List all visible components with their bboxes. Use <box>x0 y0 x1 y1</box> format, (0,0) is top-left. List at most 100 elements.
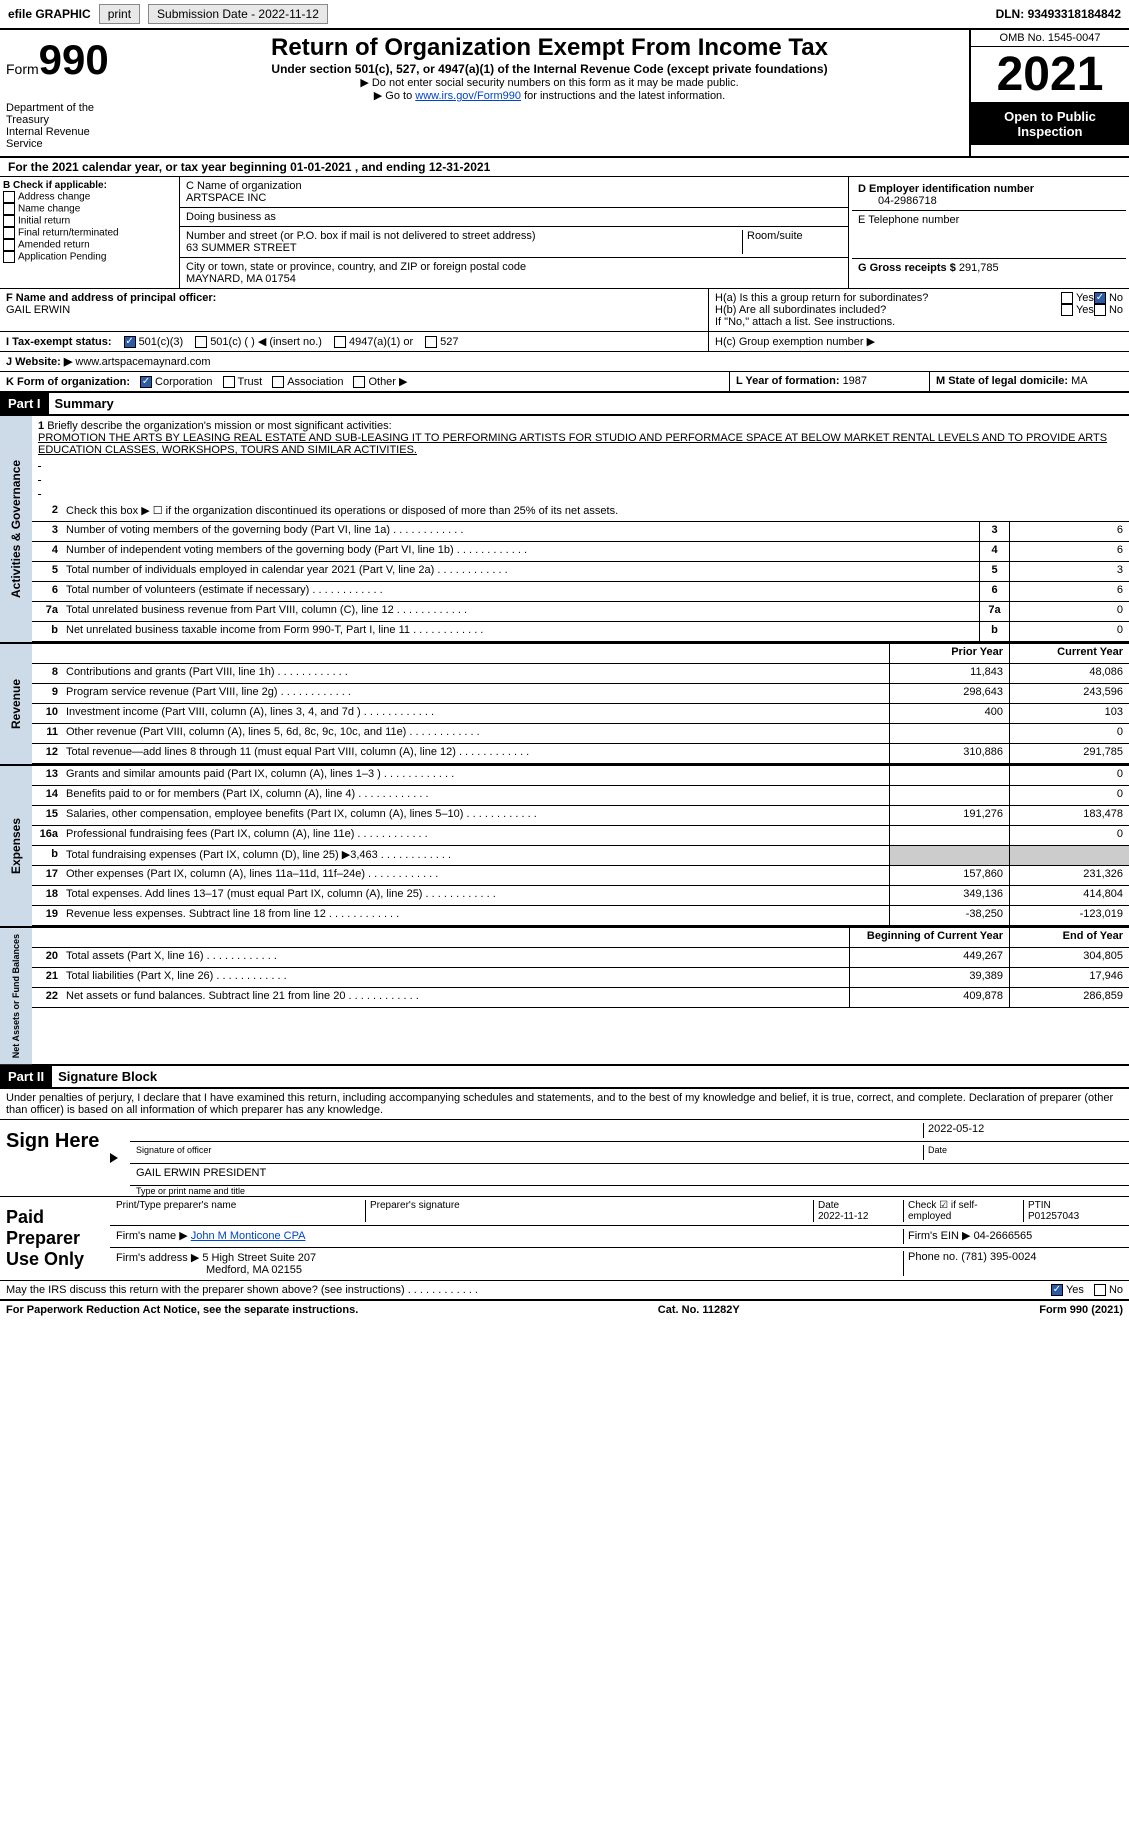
header-right: OMB No. 1545-0047 2021 Open to Public In… <box>969 30 1129 156</box>
telephone-cell: E Telephone number <box>852 211 1126 259</box>
street-cell: Number and street (or P.O. box if mail i… <box>180 227 848 258</box>
signature-section: Under penalties of perjury, I declare th… <box>0 1089 1129 1301</box>
expenses-section: Expenses 13 Grants and similar amounts p… <box>0 766 1129 928</box>
instruction-1: ▶ Do not enter social security numbers o… <box>134 76 965 89</box>
summary-line: 8 Contributions and grants (Part VIII, l… <box>32 664 1129 684</box>
irs-yes-checkbox[interactable]: ✓ <box>1051 1284 1063 1296</box>
hb-no-checkbox[interactable] <box>1094 304 1106 316</box>
ha-yes-checkbox[interactable] <box>1061 292 1073 304</box>
box-deg: D Employer identification number 04-2986… <box>849 177 1129 288</box>
print-button[interactable]: print <box>99 4 140 24</box>
row-fh: F Name and address of principal officer:… <box>0 289 1129 332</box>
part2-header: Part II Signature Block <box>0 1066 1129 1089</box>
box-b: B Check if applicable: Address change Na… <box>0 177 180 288</box>
other-checkbox[interactable] <box>353 376 365 388</box>
firm-name-link[interactable]: John M Monticone CPA <box>191 1230 306 1242</box>
department-label: Department of the Treasury Internal Reve… <box>6 102 124 150</box>
top-bar: efile GRAPHIC print Submission Date - 20… <box>0 0 1129 30</box>
revenue-section: Revenue Prior Year Current Year 8 Contri… <box>0 644 1129 766</box>
period-row: For the 2021 calendar year, or tax year … <box>0 158 1129 177</box>
mission-text: PROMOTION THE ARTS BY LEASING REAL ESTAT… <box>38 432 1123 456</box>
summary-line: 15 Salaries, other compensation, employe… <box>32 806 1129 826</box>
part1-header: Part I Summary <box>0 393 1129 416</box>
dln: DLN: 93493318184842 <box>996 7 1121 21</box>
summary-line: 20 Total assets (Part X, line 16) 449,26… <box>32 948 1129 968</box>
summary-line: 6 Total number of volunteers (estimate i… <box>32 582 1129 602</box>
summary-line: 12 Total revenue—add lines 8 through 11 … <box>32 744 1129 764</box>
summary-line: 4 Number of independent voting members o… <box>32 542 1129 562</box>
summary-line: b Net unrelated business taxable income … <box>32 622 1129 642</box>
summary-line: 22 Net assets or fund balances. Subtract… <box>32 988 1129 1008</box>
signature-field <box>136 1123 923 1138</box>
paid-preparer-label: Paid Preparer Use Only <box>0 1197 110 1280</box>
sig-date: 2022-05-12 <box>923 1123 1123 1138</box>
assoc-checkbox[interactable] <box>272 376 284 388</box>
org-name-cell: C Name of organization ARTSPACE INC <box>180 177 848 208</box>
vtab-net-assets: Net Assets or Fund Balances <box>0 928 32 1064</box>
row-j: J Website: ▶ www.artspacemaynard.com <box>0 352 1129 372</box>
501c3-checkbox[interactable]: ✓ <box>124 336 136 348</box>
summary-line: 17 Other expenses (Part IX, column (A), … <box>32 866 1129 886</box>
final-return-checkbox[interactable] <box>3 227 15 239</box>
box-c: C Name of organization ARTSPACE INC Doin… <box>180 177 849 288</box>
summary-line: 7a Total unrelated business revenue from… <box>32 602 1129 622</box>
header-center: Return of Organization Exempt From Incom… <box>130 30 969 156</box>
trust-checkbox[interactable] <box>223 376 235 388</box>
vtab-revenue: Revenue <box>0 644 32 764</box>
activities-governance-section: Activities & Governance 1 Briefly descri… <box>0 416 1129 644</box>
527-checkbox[interactable] <box>425 336 437 348</box>
officer-name: GAIL ERWIN PRESIDENT <box>136 1167 266 1182</box>
4947-checkbox[interactable] <box>334 336 346 348</box>
form-subtitle: Under section 501(c), 527, or 4947(a)(1)… <box>134 62 965 76</box>
form-header: Form990 Department of the Treasury Inter… <box>0 30 1129 158</box>
summary-line: 19 Revenue less expenses. Subtract line … <box>32 906 1129 926</box>
row-i: I Tax-exempt status: ✓501(c)(3) 501(c) (… <box>0 332 1129 352</box>
summary-line: 13 Grants and similar amounts paid (Part… <box>32 766 1129 786</box>
tax-year: 2021 <box>971 47 1129 103</box>
ha-no-checkbox[interactable]: ✓ <box>1094 292 1106 304</box>
na-header-row: Beginning of Current Year End of Year <box>32 928 1129 948</box>
row-klm: K Form of organization: ✓Corporation Tru… <box>0 372 1129 393</box>
irs-no-checkbox[interactable] <box>1094 1284 1106 1296</box>
mission-block: 1 Briefly describe the organization's mi… <box>32 416 1129 502</box>
public-inspection: Open to Public Inspection <box>971 103 1129 145</box>
summary-line: b Total fundraising expenses (Part IX, c… <box>32 846 1129 866</box>
summary-line: 5 Total number of individuals employed i… <box>32 562 1129 582</box>
sign-here-label: Sign Here <box>0 1120 110 1196</box>
net-assets-section: Net Assets or Fund Balances Beginning of… <box>0 928 1129 1066</box>
amended-return-checkbox[interactable] <box>3 239 15 251</box>
initial-return-checkbox[interactable] <box>3 215 15 227</box>
rev-header-row: Prior Year Current Year <box>32 644 1129 664</box>
summary-line: 9 Program service revenue (Part VIII, li… <box>32 684 1129 704</box>
corp-checkbox[interactable]: ✓ <box>140 376 152 388</box>
dba-cell: Doing business as <box>180 208 848 227</box>
summary-line: 14 Benefits paid to or for members (Part… <box>32 786 1129 806</box>
summary-line: 16a Professional fundraising fees (Part … <box>32 826 1129 846</box>
irs-link[interactable]: www.irs.gov/Form990 <box>415 90 521 102</box>
omb-number: OMB No. 1545-0047 <box>971 30 1129 47</box>
vtab-expenses: Expenses <box>0 766 32 926</box>
gross-receipts-cell: G Gross receipts $ 291,785 <box>852 259 1126 277</box>
section-bcde: B Check if applicable: Address change Na… <box>0 177 1129 289</box>
penalties-text: Under penalties of perjury, I declare th… <box>0 1089 1129 1120</box>
submission-date-button[interactable]: Submission Date - 2022-11-12 <box>148 4 328 24</box>
city-cell: City or town, state or province, country… <box>180 258 848 288</box>
hb-yes-checkbox[interactable] <box>1061 304 1073 316</box>
name-change-checkbox[interactable] <box>3 203 15 215</box>
header-left: Form990 Department of the Treasury Inter… <box>0 30 130 156</box>
may-irs-row: May the IRS discuss this return with the… <box>0 1281 1129 1301</box>
501c-checkbox[interactable] <box>195 336 207 348</box>
summary-line: 18 Total expenses. Add lines 13–17 (must… <box>32 886 1129 906</box>
arrow-icon <box>110 1153 118 1163</box>
summary-line: 10 Investment income (Part VIII, column … <box>32 704 1129 724</box>
efile-label: efile GRAPHIC <box>8 7 91 21</box>
ein-cell: D Employer identification number 04-2986… <box>852 180 1126 211</box>
summary-line: 11 Other revenue (Part VIII, column (A),… <box>32 724 1129 744</box>
form-title: Return of Organization Exempt From Incom… <box>134 34 965 62</box>
page-footer: For Paperwork Reduction Act Notice, see … <box>0 1301 1129 1319</box>
address-change-checkbox[interactable] <box>3 191 15 203</box>
summary-line: 3 Number of voting members of the govern… <box>32 522 1129 542</box>
app-pending-checkbox[interactable] <box>3 251 15 263</box>
summary-line: 21 Total liabilities (Part X, line 26) 3… <box>32 968 1129 988</box>
vtab-activities: Activities & Governance <box>0 416 32 642</box>
